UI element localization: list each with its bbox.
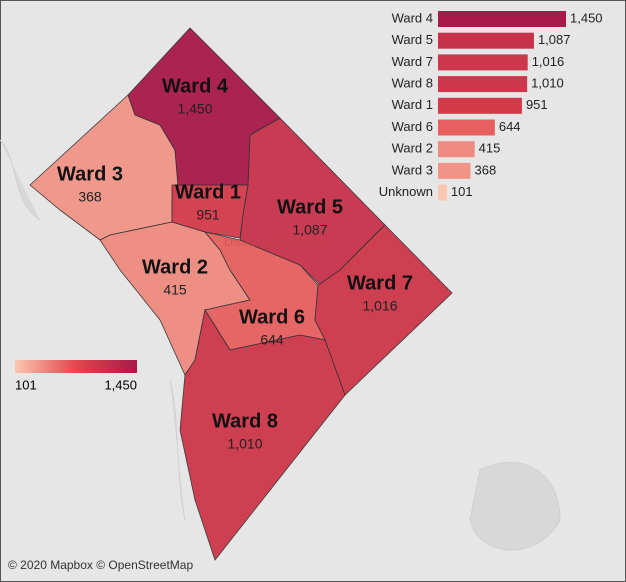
bar-label: Ward 1 [392,97,433,112]
legend-ramp [15,360,137,373]
ward-name: Ward 7 [347,272,413,294]
bar-label: Ward 7 [392,54,433,69]
ward-name: Ward 6 [239,306,305,328]
ward-name: Ward 1 [175,181,241,203]
legend-max: 1,450 [104,377,137,392]
bar-value: 368 [474,162,496,177]
ward-area [314,224,453,396]
bar [438,11,566,27]
bar [438,97,522,114]
place-label: District of Columbia [224,235,328,249]
wards [29,27,453,561]
ward-value: 644 [260,332,284,348]
bar [438,184,447,201]
bar-label: Ward 4 [392,10,433,25]
bar-value: 1,016 [532,54,565,69]
ward-value: 1,087 [292,222,327,238]
ward-labels: Ward 3 368 Ward 2 415 Ward 6 644 Ward 1 951 Ward… [57,75,413,451]
bar [438,141,475,158]
bar-value: 1,087 [538,32,571,47]
ward-name: Ward 2 [142,256,208,278]
bar-chart: Ward 4 1,450 Ward 5 1,087 Ward 7 1,016 Ward 8 1… [379,10,603,201]
ward-value: 1,450 [177,101,212,117]
bar-value: 1,010 [531,76,564,91]
ward-value: 1,010 [227,436,262,452]
bar-label: Ward 2 [392,141,433,156]
bar-label: Unknown [379,184,433,199]
bar [438,54,528,71]
ward-value: 368 [78,189,102,205]
bar [438,162,471,179]
bar-value: 415 [479,141,501,156]
ward-value: 1,016 [362,298,397,314]
bar-label: Ward 3 [392,162,433,177]
bar-value: 644 [499,119,521,134]
bar-value: 1,450 [570,10,603,25]
ward-area [179,308,346,561]
terrain [0,139,561,551]
ward-name: Ward 8 [212,410,278,432]
bar-label: Ward 6 [392,119,433,134]
bar [438,119,495,136]
ward-name: Ward 3 [57,163,123,185]
ward-name: Ward 4 [162,75,229,97]
bar-value: 101 [451,184,473,199]
ward-area [127,27,281,186]
attribution: © 2020 Mapbox © OpenStreetMap [8,558,193,572]
ward-name: Ward 5 [277,196,343,218]
legend-min: 101 [15,377,37,392]
bar-label: Ward 5 [392,32,433,47]
bar [438,76,528,93]
ward-value: 415 [163,282,187,298]
bar-value: 951 [526,97,548,112]
bar [438,32,534,49]
bar-label: Ward 8 [392,76,433,91]
ward-value: 951 [196,207,220,223]
